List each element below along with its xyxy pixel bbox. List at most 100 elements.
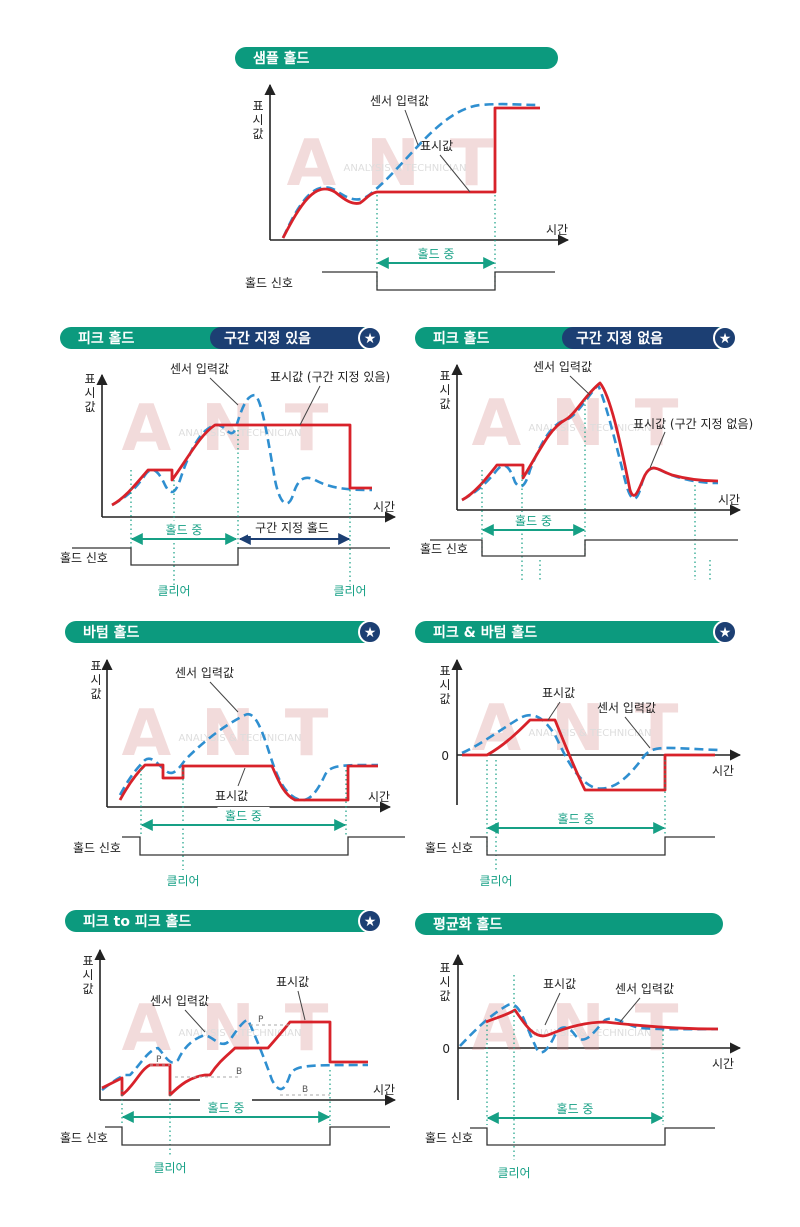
callout-line [624, 716, 651, 749]
hold-signal-line [122, 836, 405, 856]
x-axis-label: 시간 [712, 1057, 734, 1071]
y-axis-label-char: 값 [252, 127, 263, 141]
callout-line [184, 1009, 206, 1033]
star-icon [358, 620, 382, 644]
x-axis-label: 시간 [546, 223, 568, 237]
panel-header: 평균화 홀드 [415, 913, 723, 935]
hold-span-label: 홀드 중 [225, 809, 262, 823]
hold-label-bg [217, 807, 270, 823]
y-axis-label-char: 표 [439, 369, 450, 383]
display-value-curve [461, 381, 719, 502]
star-glyph: ★ [364, 331, 377, 347]
hold-signal-line [470, 1127, 715, 1146]
peak-mark: P [156, 1055, 162, 1065]
clear-label: 클리어 [333, 584, 366, 598]
display-value-label: 표시값 (구간 지정 있음) [270, 370, 390, 384]
hold-signal-line [470, 836, 715, 856]
watermark-big: ANT [472, 387, 709, 461]
panel-title: 피크 홀드 [433, 330, 490, 347]
hold-label-bg [410, 245, 462, 261]
y-axis-label-char: 표 [90, 659, 101, 673]
hold-span-label: 홀드 중 [558, 812, 595, 826]
watermark-small: ANALYSIS & TECHNICIAN [179, 733, 302, 744]
display-value-curve [485, 1008, 719, 1038]
star-icon [358, 326, 382, 350]
panel-title: 바텀 홀드 [83, 624, 140, 641]
display-value-curve [111, 423, 372, 507]
watermark-small: ANALYSIS & TECHNICIAN [529, 423, 652, 434]
hold-signal-label: 홀드 신호 [73, 841, 121, 855]
panel-header: 피크 & 바텀 홀드 ★ [415, 620, 737, 644]
sensor-input-curve [111, 393, 373, 507]
star-icon [713, 620, 737, 644]
y-axis-label-char: 시 [439, 383, 450, 397]
hold-signal-label: 홀드 신호 [420, 542, 468, 556]
panel-header: 구간 지정 있음 피크 홀드 ★ [60, 326, 382, 350]
watermark-big: ANT [122, 697, 359, 771]
badge-bar [210, 327, 372, 349]
hold-signal-label: 홀드 신호 [245, 276, 293, 290]
hold-label-bg [550, 810, 602, 826]
star-glyph: ★ [719, 625, 732, 641]
panel-header: 피크 to 피크 홀드 ★ [65, 909, 382, 933]
panel-header: 샘플 홀드 [235, 47, 558, 69]
title-bar [415, 621, 733, 643]
y-axis-label: 표시값 [439, 664, 450, 706]
badge-label: 구간 지정 없음 [576, 330, 663, 347]
y-axis-label-char: 값 [439, 989, 450, 1003]
y-axis-label-char: 표 [82, 954, 93, 968]
callout-line [439, 154, 471, 193]
sensor-input-label: 센서 입력값 [370, 94, 429, 108]
star-glyph: ★ [364, 625, 377, 641]
callout-line [547, 701, 561, 721]
callout-line [237, 767, 246, 787]
peak-mark: P [258, 1015, 264, 1025]
sensor-input-label: 센서 입력값 [533, 360, 592, 374]
y-axis-label-char: 값 [82, 982, 93, 996]
hold-signal-label: 홀드 신호 [425, 841, 473, 855]
callout-line [404, 109, 419, 146]
y-axis-label: 표시값 [439, 961, 450, 1003]
display-value-label: 표시값 [420, 139, 453, 153]
display-value-label: 표시값 [276, 975, 309, 989]
callout-line [569, 375, 591, 396]
watermark-small: ANALYSIS & TECHNICIAN [344, 163, 467, 174]
callout-line [297, 990, 306, 1021]
y-axis-label-char: 표 [439, 664, 450, 678]
callout-line [209, 681, 239, 713]
hold-signal-line [430, 539, 738, 557]
x-axis-label: 시간 [712, 764, 734, 778]
display-value-curve [281, 106, 540, 239]
badge-label: 구간 지정 있음 [224, 330, 311, 347]
y-axis-label-char: 시 [90, 673, 101, 687]
display-value-curve [118, 763, 378, 802]
clear-label: 클리어 [166, 874, 199, 888]
hold-label-bg [507, 512, 560, 528]
callout-line [299, 385, 321, 426]
zero-label: 0 [441, 749, 449, 763]
hold-signal-label: 홀드 신호 [425, 1131, 473, 1145]
x-axis-label: 시간 [718, 493, 740, 507]
hold-signal-line [72, 547, 390, 566]
display-value-curve [462, 718, 715, 792]
hold-signal-line [105, 1126, 390, 1146]
y-axis-label-char: 값 [84, 400, 95, 414]
y-axis-label-char: 표 [84, 372, 95, 386]
sensor-input-curve [118, 712, 379, 802]
y-axis-label-char: 시 [252, 113, 263, 127]
watermark-big: ANT [472, 692, 709, 766]
panel-title: 피크 to 피크 홀드 [83, 913, 191, 930]
display-value-label: 표시값 [215, 789, 248, 803]
star-icon [713, 326, 737, 350]
watermark-big: ANT [122, 992, 359, 1066]
y-axis-label-char: 값 [90, 687, 101, 701]
y-axis-label-char: 표 [439, 961, 450, 975]
title-bar [235, 47, 558, 69]
